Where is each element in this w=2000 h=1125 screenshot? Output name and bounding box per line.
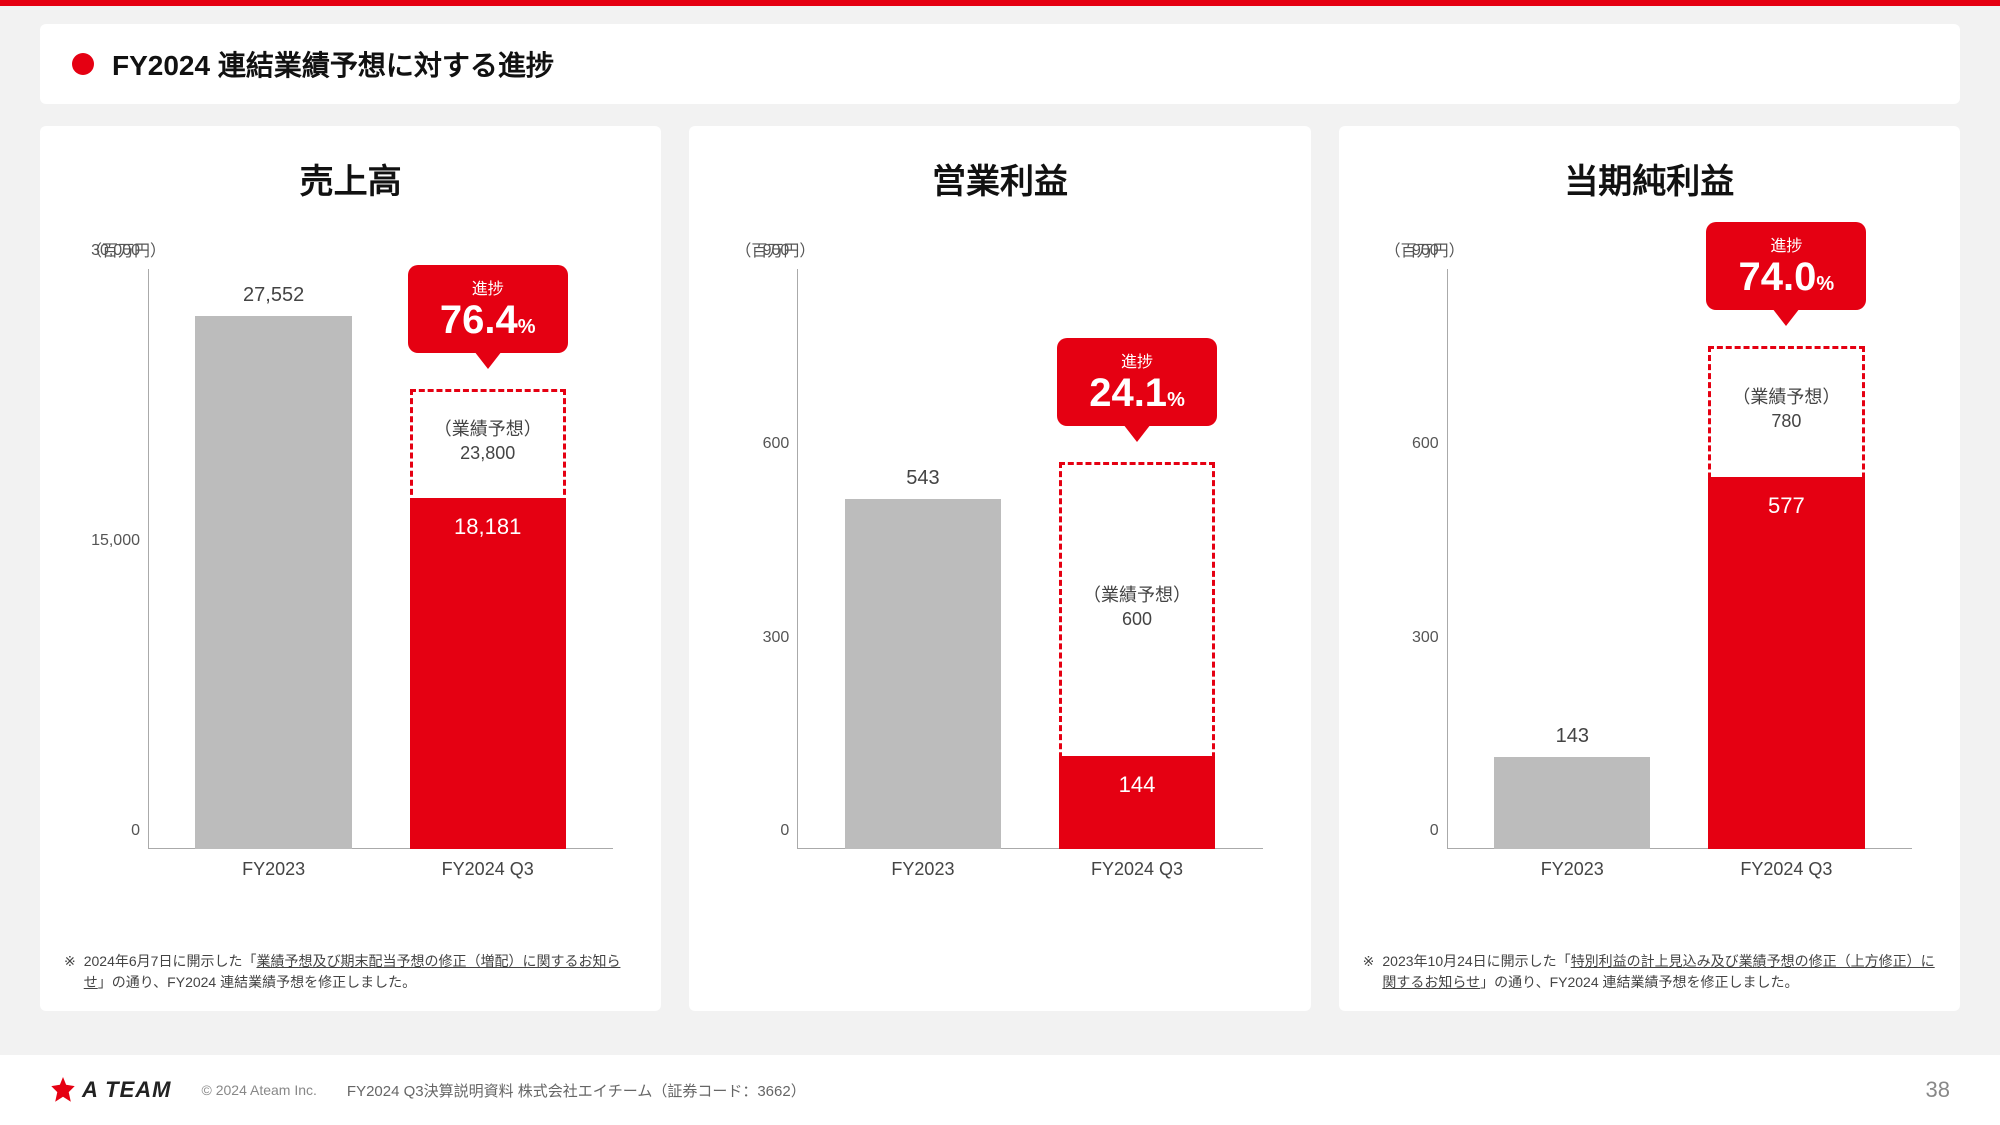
actual-value-label: 18,181 [410,514,566,540]
footer: A TEAM © 2024 Ateam Inc. FY2024 Q3決算説明資料… [0,1055,2000,1125]
y-tick: 300 [763,629,790,647]
y-tick: 0 [780,822,789,840]
actual-value-label: 144 [1059,772,1215,798]
forecast-label: （業績予想）780 [1689,385,1884,434]
footnote-text: 2024年6月7日に開示した「業績予想及び期末配当予想の修正（増配）に関するお知… [84,951,638,993]
progress-pct: % [1816,273,1834,295]
x-label-left: FY2023 [825,859,1020,880]
chart-panel: 当期純利益 （百万円） 0300600900 143 （業績予想）780 [1339,126,1960,1011]
chart: 0300600900 143 （業績予想）780 577 [1367,269,1932,849]
panel-title: 売上高 [58,154,643,203]
x-label-right: FY2024 Q3 [390,859,585,880]
panel-title: 営業利益 [707,154,1292,203]
footnote: ※ 2024年6月7日に開示した「業績予想及び期末配当予想の修正（増配）に関する… [64,951,637,993]
progress-pct: % [1167,389,1185,411]
panels-row: 売上高 （百万円） 0 15,000 30,000 27,552 （業績予想）23,… [40,126,1960,1011]
page-title: FY2024 連結業績予想に対する進捗 [112,44,554,84]
unit-label: （百万円） [86,237,643,261]
plot-area: 27,552 （業績予想）23,800 18,181 進捗 76.4% [148,269,613,849]
bar-prev-year: 543 [845,499,1001,849]
progress-label: 進捗 [430,275,546,299]
progress-badge: 進捗 24.1% [1057,338,1217,426]
logo-icon [50,1077,76,1103]
y-axis: 0300600900 [717,269,797,849]
footnote-text: 2023年10月24日に開示した「特別利益の計上見込み及び業績予想の修正（上方修… [1382,951,1936,993]
page-number: 38 [1926,1077,1950,1103]
y-tick: 600 [763,435,790,453]
x-label-left: FY2023 [176,859,371,880]
copyright: © 2024 Ateam Inc. [202,1082,317,1098]
prev-value-label: 143 [1494,725,1650,748]
chart: 0300600900 543 （業績予想）600 144 [717,269,1282,849]
bar-actual: 144 [1059,756,1215,849]
progress-value: 76.4 [440,298,518,342]
footnote-mark: ※ [64,951,76,993]
x-labels: FY2023 FY2024 Q3 [148,849,613,889]
panel-title: 当期純利益 [1357,154,1942,203]
plot-area: 543 （業績予想）600 144 進捗 24.1% [797,269,1262,849]
progress-badge: 進捗 76.4% [408,265,568,353]
y-tick: 0 [1430,822,1439,840]
x-label-right: FY2024 Q3 [1039,859,1234,880]
y-tick: 900 [1412,242,1439,260]
title-card: FY2024 連結業績予想に対する進捗 [40,24,1960,104]
logo-text: A TEAM [82,1077,172,1103]
plot-area: 143 （業績予想）780 577 進捗 74.0% [1447,269,1912,849]
progress-label: 進捗 [1079,348,1195,372]
y-tick: 900 [763,242,790,260]
x-labels: FY2023 FY2024 Q3 [797,849,1262,889]
x-label-right: FY2024 Q3 [1689,859,1884,880]
progress-value: 24.1 [1089,371,1167,415]
bullet-icon [72,53,94,75]
y-tick: 15,000 [91,532,140,550]
bar-actual: 18,181 [410,498,566,849]
forecast-label: （業績予想）600 [1039,583,1234,632]
prev-value-label: 543 [845,467,1001,490]
logo: A TEAM [50,1077,172,1103]
footer-doc: FY2024 Q3決算説明資料 株式会社エイチーム（証券コード：3662） [347,1080,806,1101]
y-tick: 30,000 [91,242,140,260]
y-axis: 015,00030,000 [68,269,148,849]
bar-prev-year: 143 [1494,757,1650,849]
x-label-left: FY2023 [1475,859,1670,880]
progress-badge: 進捗 74.0% [1706,222,1866,310]
prev-value-label: 27,552 [195,284,351,307]
y-tick: 600 [1412,435,1439,453]
y-axis: 0300600900 [1367,269,1447,849]
actual-value-label: 577 [1708,493,1864,519]
chart-panel: 営業利益 （百万円） 0 300 600 900 543 （業績予想）600 [689,126,1310,1011]
footnote: ※ 2023年10月24日に開示した「特別利益の計上見込み及び業績予想の修正（上… [1363,951,1936,993]
bar-actual: 577 [1708,477,1864,849]
chart: 015,00030,000 27,552 （業績予想）23,800 18,181 [68,269,633,849]
x-labels: FY2023 FY2024 Q3 [1447,849,1912,889]
chart-panel: 売上高 （百万円） 0 15,000 30,000 27,552 （業績予想）23,… [40,126,661,1011]
unit-label: （百万円） [735,237,1292,261]
progress-label: 進捗 [1728,232,1844,256]
progress-pct: % [518,316,536,338]
footnote-mark: ※ [1363,951,1375,993]
y-tick: 300 [1412,629,1439,647]
y-tick: 0 [131,822,140,840]
top-accent-bar [0,0,2000,6]
progress-value: 74.0 [1739,255,1817,299]
forecast-label: （業績予想）23,800 [390,417,585,466]
bar-prev-year: 27,552 [195,316,351,849]
